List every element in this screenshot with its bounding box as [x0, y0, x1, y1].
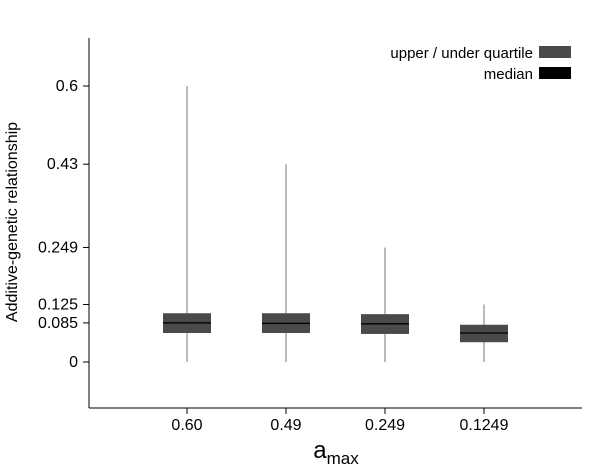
y-tick-label: 0.249	[38, 239, 78, 256]
y-axis-title: Additive-genetic relationship	[4, 122, 21, 322]
x-tick-label: 0.249	[365, 417, 405, 434]
y-tick-label: 0	[69, 354, 78, 371]
legend: upper / under quartile median	[390, 45, 571, 83]
legend-label-quartile: upper / under quartile	[390, 45, 533, 62]
y-tick-label: 0.6	[56, 78, 78, 95]
legend-swatch-quartile	[539, 46, 571, 58]
x-axis-title: amax	[313, 437, 359, 464]
x-tick-label: 0.1249	[460, 417, 509, 434]
whiskers	[186, 86, 485, 362]
legend-swatch-median	[539, 67, 571, 79]
x-tick-label: 0.60	[171, 417, 202, 434]
axes	[88, 38, 582, 409]
x-axis-title-subscript: max	[327, 449, 360, 464]
x-tick-label: 0.49	[270, 417, 301, 434]
boxes	[163, 313, 508, 343]
legend-label-median: median	[484, 66, 533, 83]
x-axis-title-main: a	[313, 437, 327, 464]
y-tick-label: 0.085	[38, 315, 78, 332]
y-tick-label: 0.43	[47, 156, 78, 173]
x-ticks: 0.60 0.49 0.249 0.1249	[171, 408, 509, 434]
y-tick-label: 0.125	[38, 297, 78, 314]
